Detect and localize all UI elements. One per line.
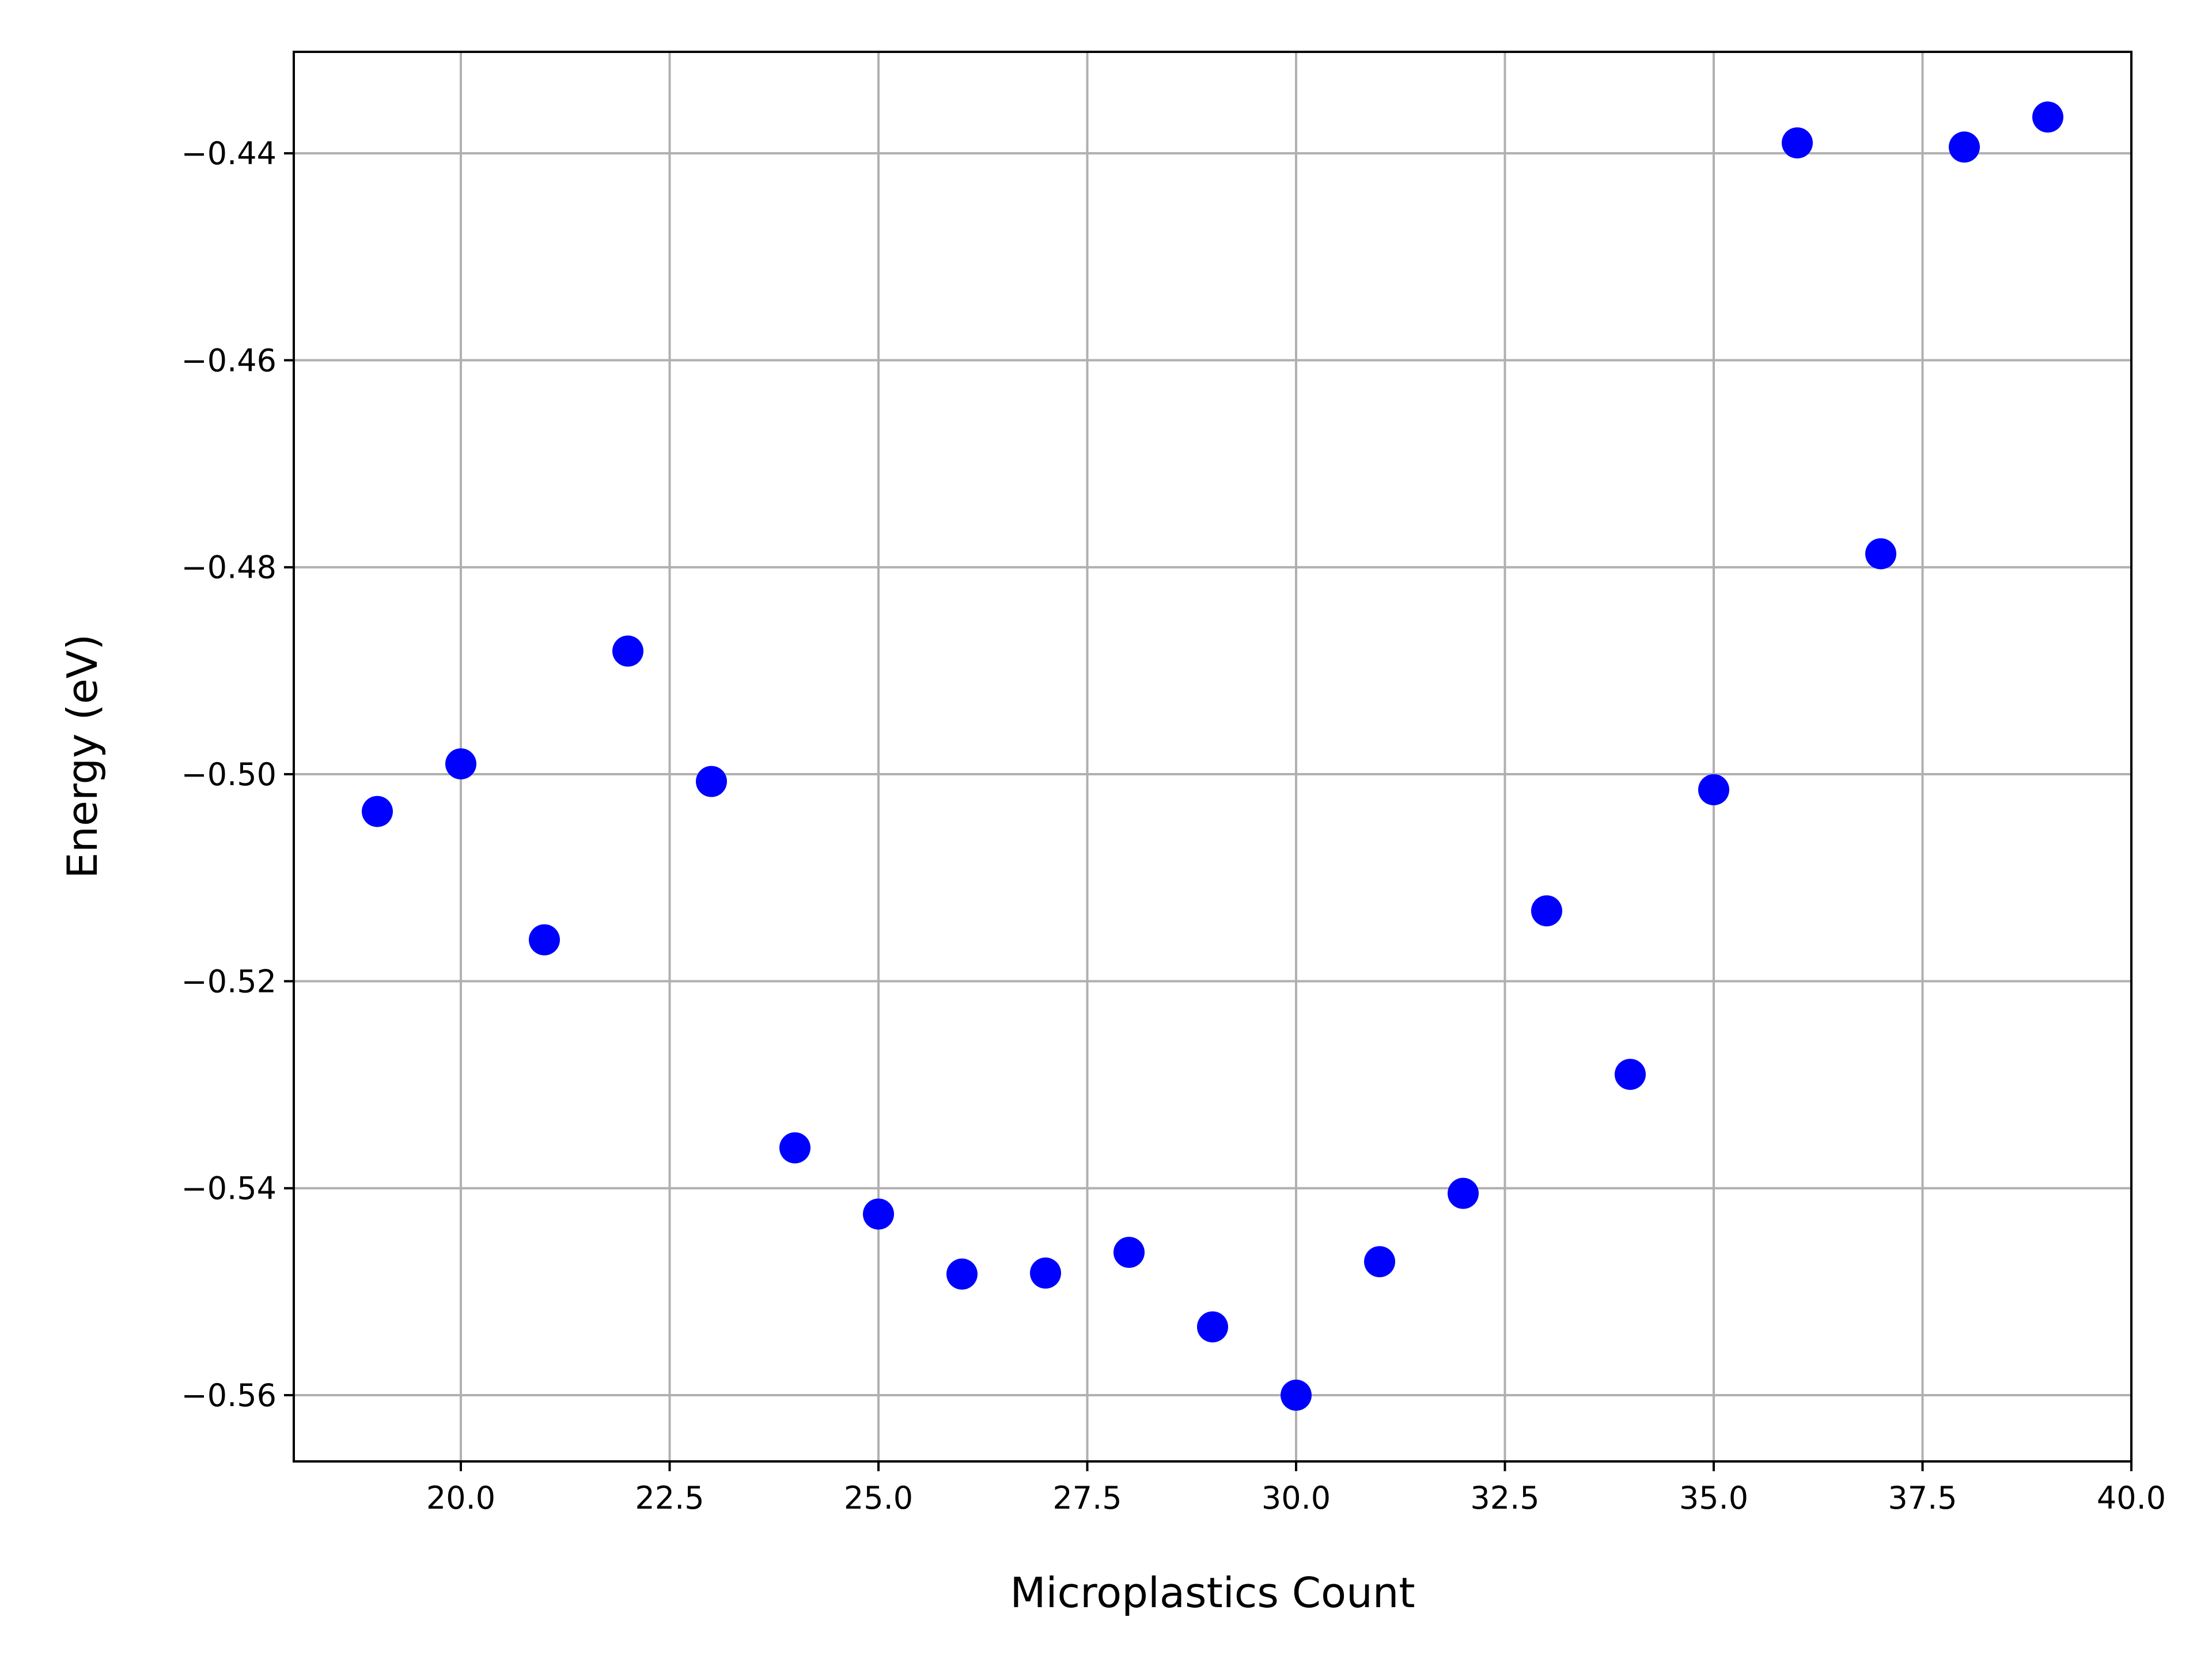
y-axis-title: Energy (eV) xyxy=(58,634,107,879)
y-tick-label: −0.44 xyxy=(181,135,276,172)
y-axis-ticks: −0.44 −0.46 −0.48 −0.50 −0.52 −0.54 −0.56 xyxy=(181,135,294,1414)
x-axis-title: Microplastics Count xyxy=(1010,1569,1415,1617)
data-point xyxy=(1113,1237,1145,1268)
data-point xyxy=(1448,1177,1479,1209)
data-point xyxy=(445,748,476,780)
data-point xyxy=(696,766,727,797)
data-point xyxy=(1698,774,1729,805)
x-tick-label: 27.5 xyxy=(1052,1480,1122,1516)
data-point xyxy=(1281,1380,1312,1411)
y-tick-label: −0.48 xyxy=(181,550,276,586)
y-tick-label: −0.46 xyxy=(181,342,276,378)
x-tick-label: 25.0 xyxy=(844,1480,913,1516)
data-points xyxy=(362,101,2063,1411)
x-axis-ticks: 20.0 22.5 25.0 27.5 30.0 32.5 35.0 37.5 40.0 xyxy=(426,1461,2166,1516)
x-tick-label: 22.5 xyxy=(635,1480,704,1516)
x-tick-label: 40.0 xyxy=(2097,1480,2166,1516)
y-tick-label: −0.52 xyxy=(181,963,276,999)
data-point xyxy=(2032,101,2063,133)
data-point xyxy=(1782,127,1813,159)
data-point xyxy=(1030,1257,1061,1289)
x-tick-label: 32.5 xyxy=(1470,1480,1539,1516)
x-tick-label: 37.5 xyxy=(1888,1480,1957,1516)
data-point xyxy=(1615,1059,1646,1090)
data-point xyxy=(1865,538,1896,570)
data-point xyxy=(1531,895,1562,927)
data-point xyxy=(946,1258,978,1290)
x-tick-label: 20.0 xyxy=(426,1480,495,1516)
grid-lines xyxy=(294,52,2133,1461)
x-tick-label: 30.0 xyxy=(1262,1480,1331,1516)
y-tick-label: −0.56 xyxy=(181,1377,276,1414)
y-tick-label: −0.54 xyxy=(181,1171,276,1207)
data-point xyxy=(1197,1311,1228,1343)
data-point xyxy=(1949,131,1980,163)
y-tick-label: −0.50 xyxy=(181,756,276,793)
data-point xyxy=(529,924,560,956)
data-point xyxy=(863,1198,894,1230)
data-point xyxy=(779,1132,810,1164)
plot-frame xyxy=(293,51,2133,1463)
x-tick-label: 35.0 xyxy=(1679,1480,1748,1516)
data-point xyxy=(1364,1246,1395,1278)
data-point xyxy=(362,796,393,827)
data-point xyxy=(612,635,643,667)
